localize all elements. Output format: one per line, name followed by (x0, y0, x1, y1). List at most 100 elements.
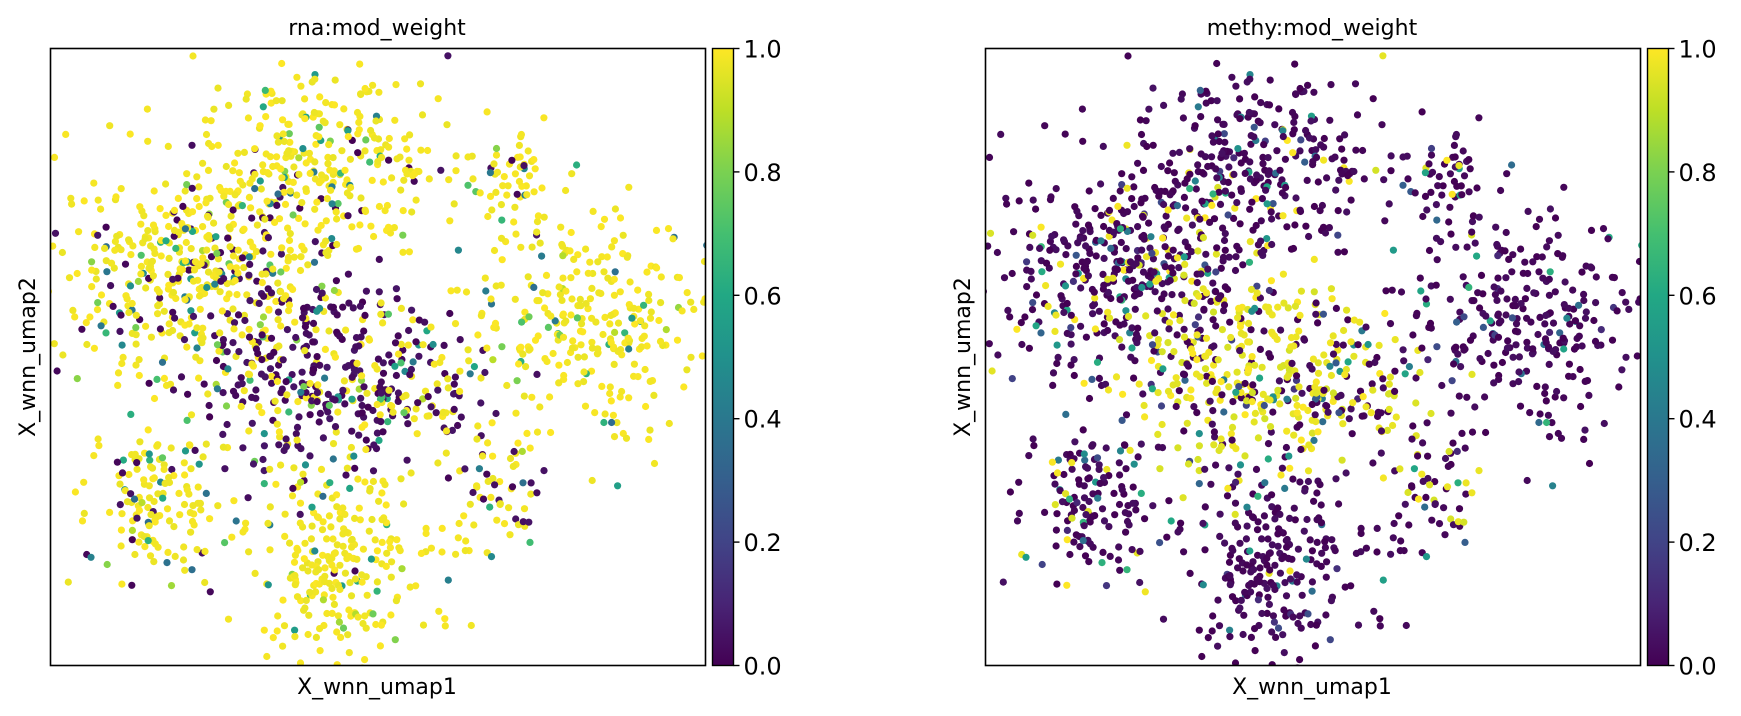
scatter-point (1116, 566, 1124, 574)
scatter-point (506, 454, 515, 463)
scatter-point (328, 561, 336, 569)
scatter-point (1412, 399, 1420, 407)
scatter-point (1543, 418, 1551, 427)
scatter-point (1581, 314, 1590, 322)
scatter-point (1439, 182, 1447, 190)
scatter-point (370, 134, 379, 142)
scatter-point (519, 350, 527, 358)
scatter-point (1274, 386, 1282, 394)
scatter-point (1484, 349, 1492, 358)
scatter-point (1160, 200, 1168, 209)
scatter-point (1327, 81, 1335, 89)
scatter-point (1281, 484, 1289, 492)
scatter-point (291, 626, 299, 634)
scatter-point (1100, 281, 1108, 289)
scatter-point (277, 165, 285, 173)
scatter-point (1265, 167, 1273, 175)
scatter-point (398, 565, 406, 573)
scatter-point (1049, 369, 1058, 377)
x-axis-label: X_wnn_umap1 (297, 675, 457, 700)
scatter-point (531, 336, 540, 344)
scatter-point (945, 223, 952, 230)
scatter-point (520, 505, 529, 513)
scatter-point (197, 259, 205, 268)
scatter-point (1301, 487, 1309, 495)
scatter-point (403, 456, 411, 464)
scatter-point (1141, 515, 1149, 523)
scatter-point (1359, 393, 1367, 401)
scatter-point (248, 214, 256, 222)
scatter-point (183, 181, 191, 189)
scatter-point (1401, 500, 1409, 508)
scatter-point (1029, 435, 1037, 443)
scatter-point (1344, 316, 1352, 324)
scatter-point (1243, 397, 1251, 405)
scatter-point (616, 393, 624, 401)
scatter-point (1450, 141, 1458, 149)
scatter-point (267, 87, 275, 95)
scatter-point (1160, 223, 1168, 231)
scatter-point (1125, 266, 1134, 274)
scatter-point (611, 328, 619, 336)
scatter-point (1434, 182, 1442, 190)
scatter-point (1542, 311, 1550, 320)
scatter-point (1067, 340, 1075, 348)
scatter-point (306, 169, 314, 177)
scatter-point (1136, 578, 1144, 587)
scatter-point (210, 219, 218, 227)
scatter-point (268, 379, 276, 387)
scatter-point (1104, 308, 1112, 316)
scatter-point (376, 642, 384, 650)
scatter-point (1310, 288, 1318, 296)
scatter-point (1460, 518, 1468, 526)
scatter-point (1226, 571, 1234, 580)
scatter-point (391, 116, 399, 124)
scatter-point (210, 105, 218, 113)
scatter-point (296, 659, 305, 665)
scatter-point (1128, 546, 1136, 554)
scatter-point (326, 479, 334, 487)
scatter-point (107, 259, 116, 267)
scatter-point (1270, 618, 1278, 626)
scatter-point (1306, 362, 1314, 370)
scatter-point (1072, 270, 1080, 278)
scatter-point (1263, 561, 1271, 569)
scatter-point (344, 127, 352, 135)
scatter-point (1201, 546, 1209, 554)
scatter-point (183, 486, 191, 494)
scatter-point (1036, 244, 1044, 252)
scatter-point (94, 435, 102, 443)
scatter-point (1441, 454, 1450, 463)
scatter-point (506, 531, 514, 539)
scatter-point (1190, 299, 1198, 307)
scatter-point (1258, 363, 1266, 371)
scatter-point (332, 277, 340, 285)
scatter-point (614, 482, 622, 490)
scatter-point (330, 101, 339, 109)
scatter-point (1164, 167, 1172, 175)
scatter-point (337, 633, 345, 642)
scatter-point (1225, 558, 1234, 566)
scatter-point (1118, 170, 1126, 178)
scatter-point (219, 336, 227, 344)
scatter-point (400, 409, 408, 417)
scatter-point (1188, 277, 1196, 285)
scatter-point (1381, 217, 1389, 225)
scatter-point (475, 465, 483, 473)
scatter-point (292, 430, 300, 438)
scatter-point (313, 307, 321, 315)
scatter-point (123, 498, 132, 506)
scatter-point (1125, 521, 1133, 529)
scatter-point (1259, 160, 1267, 168)
colorbar-tick-label: 1.0 (744, 36, 782, 64)
scatter-point (1305, 134, 1314, 142)
scatter-point (386, 229, 395, 237)
scatter-point (375, 202, 383, 211)
scatter-point (1232, 82, 1240, 90)
scatter-point (224, 615, 233, 623)
scatter-point (219, 389, 227, 397)
scatter-point (1253, 289, 1261, 297)
scatter-point (213, 249, 221, 257)
scatter-point (113, 232, 121, 240)
scatter-point (1220, 301, 1229, 309)
